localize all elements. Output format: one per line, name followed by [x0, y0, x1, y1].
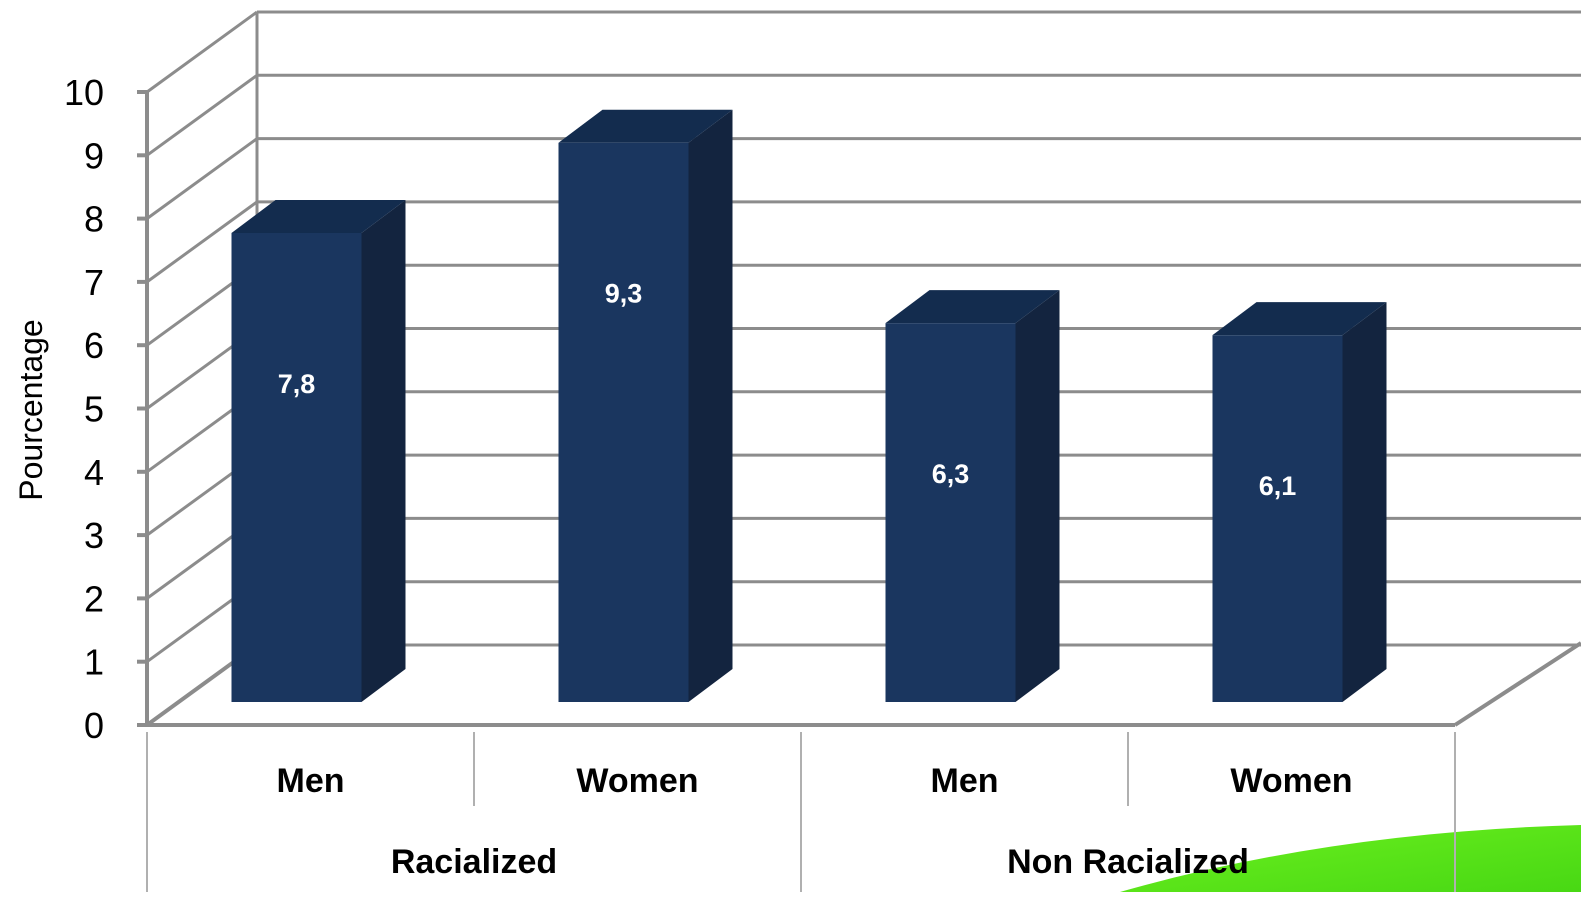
- y-tick-label-10: 10: [64, 72, 104, 113]
- floor-right-edge: [1453, 641, 1581, 727]
- bar-1: 9,3: [558, 109, 733, 702]
- y-tick-label-3: 3: [84, 515, 104, 556]
- category-table: Men Women Men Women Racialized Non Racialized: [146, 732, 1456, 892]
- x-category-label-1: Women: [576, 762, 698, 800]
- green-swoosh-decoration: [1120, 825, 1581, 892]
- bar-top-face: [1212, 302, 1387, 336]
- y-tick-label-1: 1: [84, 642, 104, 683]
- bar-0: 7,8: [231, 199, 406, 702]
- y-tick-label-4: 4: [84, 452, 104, 493]
- bar-side-face: [1015, 290, 1060, 702]
- data-label-0: 7,8: [278, 369, 316, 399]
- bar-side-face: [361, 199, 406, 702]
- bar-top-face: [885, 290, 1060, 324]
- y-tick-label-5: 5: [84, 389, 104, 430]
- gridline-side-8: [146, 137, 258, 220]
- bar-top-face: [558, 109, 733, 143]
- y-tick-label-2: 2: [84, 578, 104, 619]
- decoration-layer: [1120, 825, 1581, 892]
- x-category-label-2: Men: [931, 762, 999, 800]
- y-tick-label-6: 6: [84, 325, 104, 366]
- x-group-label-0: Racialized: [391, 843, 557, 881]
- bar-side-face: [1342, 302, 1387, 702]
- bar-front-face: [885, 323, 1016, 702]
- bar-front-face: [231, 232, 362, 702]
- bars: 7,8 9,3 6,3 6,1: [231, 109, 1387, 702]
- bar-front-face: [558, 142, 689, 702]
- y-tick-label-8: 8: [84, 199, 104, 240]
- bar-2: 6,3: [885, 290, 1060, 702]
- data-label-1: 9,3: [605, 279, 643, 309]
- gridline-side-7: [146, 200, 258, 284]
- y-axis-label: Pourcentage: [13, 319, 49, 500]
- y-tick-label-9: 9: [84, 135, 104, 176]
- gridline-side-9: [146, 74, 258, 157]
- y-axis-ticks: 0 1 2 3 4 5 6 7 8 9 10: [64, 72, 147, 746]
- x-group-label-1: Non Racialized: [1007, 843, 1249, 881]
- data-label-3: 6,1: [1259, 471, 1297, 501]
- bar-side-face: [688, 109, 733, 702]
- y-tick-label-0: 0: [84, 705, 104, 746]
- x-category-label-3: Women: [1230, 762, 1352, 800]
- bar-front-face: [1212, 335, 1343, 702]
- data-label-2: 6,3: [932, 459, 970, 489]
- bar-3: 6,1: [1212, 302, 1387, 702]
- bar-top-face: [231, 199, 406, 233]
- x-category-label-0: Men: [277, 762, 345, 800]
- gridline-side-10: [146, 10, 258, 94]
- y-tick-label-7: 7: [84, 262, 104, 303]
